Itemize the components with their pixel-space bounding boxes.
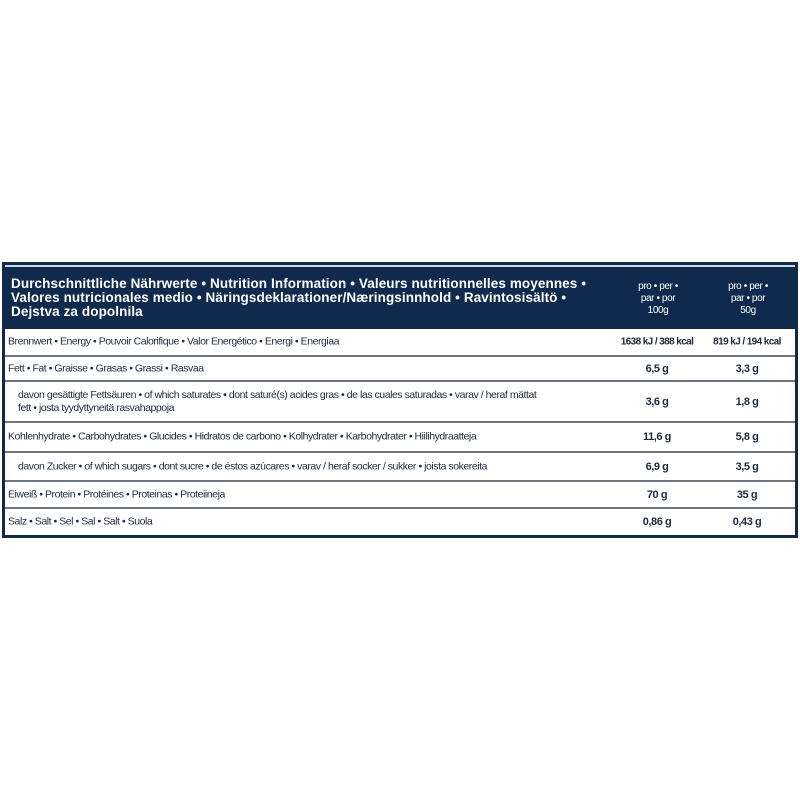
value-50g: 819 kJ / 194 kcal — [713, 336, 781, 348]
table-row-sugars: davon Zucker • of which sugars • dont su… — [5, 453, 795, 482]
row-label: davon Zucker • of which sugars • dont su… — [18, 460, 487, 472]
value-100g: 6,9 g — [645, 460, 669, 473]
row-label: Fett • Fat • Graisse • Grasas • Grassi •… — [8, 362, 204, 374]
table-row-saturates: davon gesättigte Fettsäuren • of which s… — [5, 382, 795, 423]
column-header-line: par • por — [730, 293, 766, 304]
table-row-fat: Fett • Fat • Graisse • Grasas • Grassi •… — [5, 357, 795, 382]
column-header-100g: pro • per • par • por 100g — [618, 281, 698, 317]
column-header-50g: pro • per • par • por 50g — [708, 281, 788, 317]
value-50g: 3,5 g — [735, 460, 759, 473]
value-50g: 5,8 g — [735, 431, 759, 443]
column-header-line: pro • per • — [728, 281, 768, 292]
value-100g: 0,86 g — [642, 516, 672, 528]
value-50g: 3,3 g — [735, 362, 759, 375]
table-row-carbohydrates: Kohlenhydrate • Carbohydrates • Glucides… — [5, 423, 795, 453]
table-header: Durchschnittliche Nährwerte • Nutrition … — [5, 267, 795, 327]
value-50g: 1,8 g — [735, 395, 759, 408]
table-title: Durchschnittliche Nährwerte • Nutrition … — [11, 276, 587, 319]
row-label: davon gesättigte Fettsäuren • of which s… — [18, 388, 537, 414]
table-row-protein: Eiweiß • Protein • Protéines • Proteinas… — [5, 482, 795, 509]
row-label: Kohlenhydrate • Carbohydrates • Glucides… — [8, 430, 477, 443]
column-header-line: pro • per • — [638, 281, 678, 292]
value-50g: 35 g — [736, 488, 758, 501]
column-header-line: par • por — [640, 293, 676, 304]
row-label: Brennwert • Energy • Pouvoir Calorifique… — [8, 335, 340, 348]
column-header-line: 50g — [740, 305, 756, 316]
table-row-salt: Salz • Salt • Sel • Sal • Salt • Suola 0… — [5, 509, 795, 535]
table-body: Brennwert • Energy • Pouvoir Calorifique… — [5, 329, 795, 535]
value-100g: 1638 kJ / 388 kcal — [620, 336, 694, 348]
row-label: Eiweiß • Protein • Protéines • Proteinas… — [8, 488, 225, 500]
value-100g: 70 g — [646, 488, 668, 501]
table-row-energy: Brennwert • Energy • Pouvoir Calorifique… — [5, 329, 795, 357]
row-label: Salz • Salt • Sel • Sal • Salt • Suola — [8, 515, 153, 528]
value-100g: 6,5 g — [645, 362, 669, 375]
nutrition-table: Durchschnittliche Nährwerte • Nutrition … — [2, 262, 798, 538]
value-100g: 3,6 g — [645, 395, 669, 408]
value-100g: 11,6 g — [643, 431, 671, 443]
value-50g: 0,43 g — [732, 516, 762, 528]
column-header-line: 100g — [647, 305, 669, 316]
